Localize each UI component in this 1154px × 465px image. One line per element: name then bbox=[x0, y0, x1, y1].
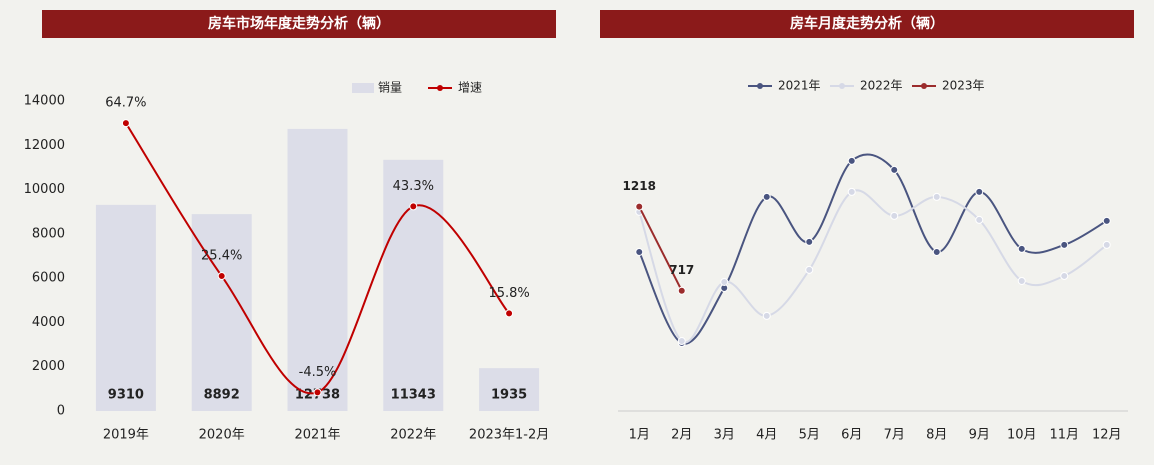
point bbox=[313, 388, 322, 397]
x-tick-label: 6月 bbox=[841, 428, 862, 443]
point bbox=[635, 247, 644, 256]
line bbox=[638, 153, 1108, 345]
x-tick-label: 1月 bbox=[629, 428, 650, 443]
point bbox=[762, 192, 771, 201]
data-label: 717 bbox=[669, 263, 694, 277]
x-tick-label: 11月 bbox=[1049, 428, 1079, 443]
point bbox=[805, 237, 814, 246]
legend-swatch bbox=[352, 83, 374, 93]
bar bbox=[287, 128, 348, 412]
x-tick-label: 12月 bbox=[1092, 428, 1122, 443]
point bbox=[677, 286, 686, 295]
point bbox=[1102, 216, 1111, 225]
legend-label: 2021年 bbox=[778, 79, 821, 93]
x-tick-label: 5月 bbox=[799, 428, 820, 443]
legend-swatch bbox=[839, 83, 845, 89]
x-tick-label: 2月 bbox=[671, 428, 692, 443]
chart-title: 房车市场年度走势分析（辆） bbox=[208, 15, 390, 32]
x-tick-label: 2021年 bbox=[294, 428, 340, 443]
bar bbox=[479, 368, 540, 411]
point bbox=[217, 272, 226, 281]
x-tick-label: 9月 bbox=[969, 428, 990, 443]
point bbox=[720, 277, 729, 286]
legend-swatch bbox=[921, 83, 927, 89]
y-tick-label: 8000 bbox=[32, 226, 65, 241]
x-tick-label: 4月 bbox=[756, 428, 777, 443]
point bbox=[1017, 244, 1026, 253]
point bbox=[890, 165, 899, 174]
title-bar bbox=[42, 10, 556, 38]
point bbox=[847, 156, 856, 165]
bar bbox=[95, 204, 156, 411]
point bbox=[890, 211, 899, 220]
x-tick-label: 2022年 bbox=[390, 428, 436, 443]
point bbox=[762, 311, 771, 320]
x-tick-label: 10月 bbox=[1007, 428, 1037, 443]
title-bar bbox=[600, 10, 1134, 38]
point bbox=[635, 202, 644, 211]
y-tick-label: 6000 bbox=[32, 271, 65, 286]
point bbox=[1060, 271, 1069, 280]
point bbox=[975, 215, 984, 224]
data-label: 9310 bbox=[108, 388, 144, 403]
data-label: 1935 bbox=[491, 388, 527, 403]
data-label: 43.3% bbox=[393, 179, 434, 194]
point bbox=[975, 187, 984, 196]
y-tick-label: 4000 bbox=[32, 315, 65, 330]
point bbox=[932, 192, 941, 201]
data-label: 64.7% bbox=[105, 96, 146, 111]
line bbox=[638, 206, 683, 292]
x-tick-label: 2019年 bbox=[103, 428, 149, 443]
line bbox=[638, 189, 1108, 344]
x-tick-label: 2023年1-2月 bbox=[469, 428, 549, 443]
y-tick-label: 12000 bbox=[24, 138, 65, 153]
point bbox=[409, 202, 418, 211]
legend-swatch bbox=[757, 83, 763, 89]
y-tick-label: 0 bbox=[57, 404, 65, 419]
y-tick-label: 10000 bbox=[24, 182, 65, 197]
data-label: 11343 bbox=[391, 388, 436, 403]
x-tick-label: 8月 bbox=[926, 428, 947, 443]
legend-swatch bbox=[437, 85, 443, 91]
data-label: 25.4% bbox=[201, 249, 242, 264]
point bbox=[677, 337, 686, 346]
legend-label: 增速 bbox=[458, 81, 482, 95]
legend-label: 2023年 bbox=[942, 79, 985, 93]
point bbox=[805, 265, 814, 274]
point bbox=[1060, 240, 1069, 249]
point bbox=[932, 247, 941, 256]
y-tick-label: 14000 bbox=[24, 94, 65, 109]
data-label: -4.5% bbox=[299, 365, 337, 380]
legend-label: 销量 bbox=[378, 81, 402, 95]
data-label: 8892 bbox=[204, 388, 240, 403]
x-tick-label: 7月 bbox=[884, 428, 905, 443]
x-tick-label: 3月 bbox=[714, 428, 735, 443]
data-label: 1218 bbox=[623, 179, 656, 193]
legend-label: 2022年 bbox=[860, 79, 903, 93]
bar bbox=[383, 159, 444, 411]
point bbox=[1102, 240, 1111, 249]
chart-title: 房车月度走势分析（辆） bbox=[790, 15, 944, 32]
data-label: 15.8% bbox=[488, 286, 529, 301]
point bbox=[505, 309, 514, 318]
point bbox=[847, 187, 856, 196]
point bbox=[1017, 276, 1026, 285]
x-tick-label: 2020年 bbox=[199, 428, 245, 443]
y-tick-label: 2000 bbox=[32, 359, 65, 374]
point bbox=[121, 119, 130, 128]
